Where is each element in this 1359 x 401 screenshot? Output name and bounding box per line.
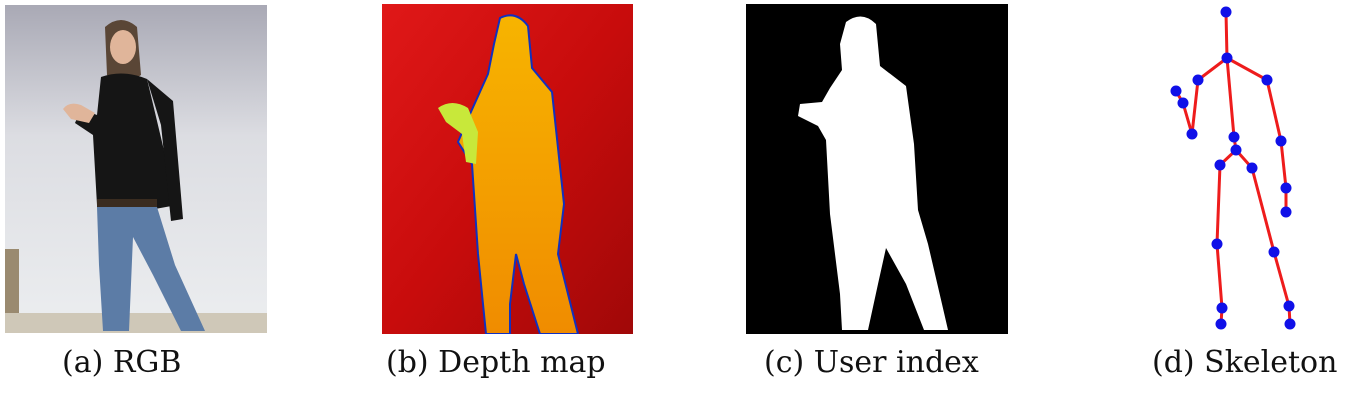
bone-head-neck [1224, 10, 1229, 60]
joint-right-shoulder [1261, 74, 1273, 86]
panel-skeleton [1160, 0, 1310, 340]
face [110, 30, 136, 64]
belt [97, 199, 157, 207]
joint-left-shoulder [1192, 74, 1204, 86]
joint-right-elbow [1275, 135, 1287, 147]
joint-head [1220, 6, 1232, 18]
bone-right-forearm [1279, 139, 1288, 190]
skeleton-image [1170, 6, 1296, 330]
joint-right-wrist [1280, 182, 1292, 194]
bone-right-upper-arm [1265, 78, 1283, 143]
joint-left-foot [1215, 318, 1227, 330]
joint-left-wrist [1177, 97, 1189, 109]
caption-user-index: (c) User index [764, 345, 979, 380]
skeleton-joints [1170, 6, 1296, 330]
joint-left-knee [1211, 238, 1223, 250]
mask-silhouette [798, 16, 948, 330]
joint-neck [1221, 52, 1233, 64]
joint-spine [1228, 131, 1240, 143]
joint-right-ankle [1283, 300, 1295, 312]
floor [5, 313, 267, 333]
bone-left-thigh [1215, 163, 1222, 246]
bone-left-shin [1215, 242, 1224, 310]
jeans [97, 207, 205, 331]
user-index-image [746, 4, 1008, 334]
panel-rgb [5, 5, 267, 333]
caption-depth-map: (b) Depth map [386, 345, 606, 380]
torso [75, 73, 177, 209]
rgb-image [5, 5, 267, 333]
joint-right-hand [1280, 206, 1292, 218]
depth-hand [438, 103, 478, 164]
joint-left-elbow [1186, 128, 1198, 140]
arm-right [147, 79, 183, 221]
caption-skeleton: (d) Skeleton [1152, 345, 1338, 380]
bone-left-shoulder [1196, 56, 1229, 82]
caption-rgb: (a) RGB [62, 345, 182, 380]
depth-map-image [382, 4, 633, 334]
joint-left-hand [1170, 85, 1182, 97]
panel-user-index [746, 4, 1008, 334]
joint-left-hip [1214, 159, 1226, 171]
hand [63, 103, 95, 123]
joint-right-hip [1246, 162, 1258, 174]
joint-left-ankle [1216, 302, 1228, 314]
joint-hip-center [1230, 144, 1242, 156]
bone-right-shin [1272, 250, 1291, 308]
skeleton-bones [1174, 10, 1292, 326]
joint-right-knee [1268, 246, 1280, 258]
panel-depth-map [382, 4, 633, 334]
bone-left-upper-arm [1190, 78, 1200, 136]
door-edge [5, 249, 19, 313]
bone-spine [1225, 56, 1236, 139]
bone-right-thigh [1250, 166, 1276, 254]
bone-right-shoulder [1225, 56, 1269, 82]
joint-right-foot [1284, 318, 1296, 330]
